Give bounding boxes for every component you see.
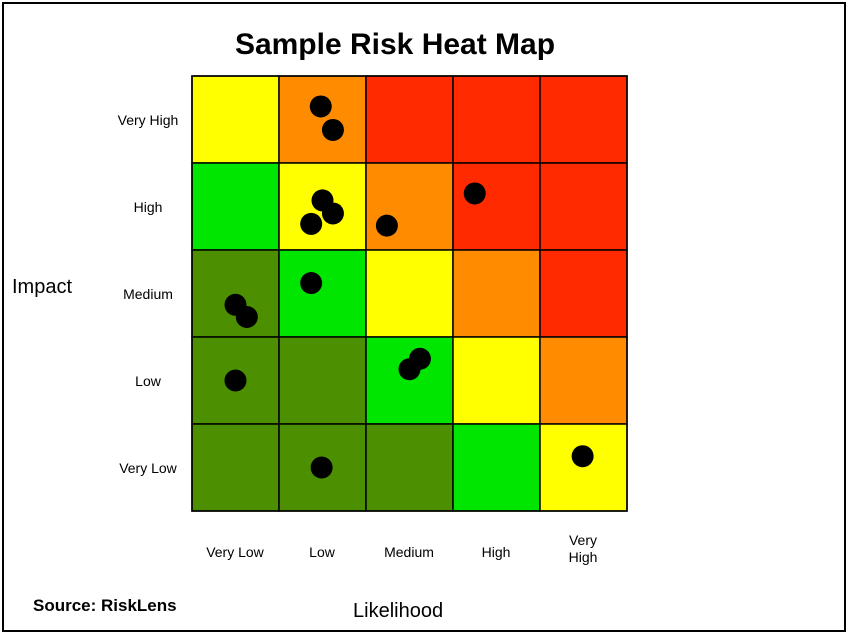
y-axis-label: Impact	[12, 276, 73, 298]
heatmap-cell	[539, 162, 628, 251]
heatmap-cell	[539, 423, 628, 512]
heatmap-cell	[191, 249, 280, 338]
heatmap-cell	[452, 75, 541, 164]
risk-point	[300, 272, 323, 295]
chart-title: Sample Risk Heat Map	[234, 28, 556, 61]
heatmap-cell	[452, 249, 541, 338]
risk-point	[310, 456, 333, 479]
x-tick-label: Very Low	[206, 544, 264, 560]
y-tick-label: Very Low	[119, 459, 177, 476]
y-tick-label: Very High	[117, 111, 179, 128]
risk-point	[375, 214, 398, 237]
heatmap-cell	[191, 423, 280, 512]
risk-point	[463, 182, 486, 205]
heatmap-cell	[452, 336, 541, 425]
y-tick-label: High	[133, 198, 163, 215]
heatmap-cell	[365, 423, 454, 512]
risk-point	[224, 369, 247, 392]
heatmap-cell	[191, 75, 280, 164]
heatmap-cell	[278, 75, 367, 164]
y-tick-label: Medium	[123, 285, 173, 302]
heatmap-cell	[278, 249, 367, 338]
risk-point	[321, 118, 344, 141]
heatmap-cell	[278, 336, 367, 425]
source-credit: Source: RiskLens	[33, 596, 177, 615]
x-tick-label: Low	[309, 544, 335, 560]
y-tick-label: Low	[135, 372, 161, 389]
heatmap-cell	[452, 423, 541, 512]
grid-border	[191, 75, 628, 512]
risk-point	[398, 358, 421, 381]
heatmap-cell	[539, 75, 628, 164]
x-tick-label: High	[481, 544, 511, 560]
x-tick-label: Medium	[384, 544, 434, 560]
risk-point	[300, 212, 323, 235]
heatmap-cell	[365, 75, 454, 164]
heatmap-cell	[365, 249, 454, 338]
heatmap-cell	[539, 249, 628, 338]
x-tick-label: Very High	[568, 532, 598, 565]
heatmap-cell	[365, 162, 454, 251]
risk-point	[571, 445, 594, 468]
x-axis-label: Likelihood	[353, 600, 444, 622]
risk-point	[321, 202, 344, 225]
heatmap-cell	[365, 336, 454, 425]
heatmap-cell	[191, 162, 280, 251]
heatmap-cell	[452, 162, 541, 251]
risk-point	[235, 305, 258, 328]
heatmap-cell	[539, 336, 628, 425]
risk-point	[309, 95, 332, 118]
